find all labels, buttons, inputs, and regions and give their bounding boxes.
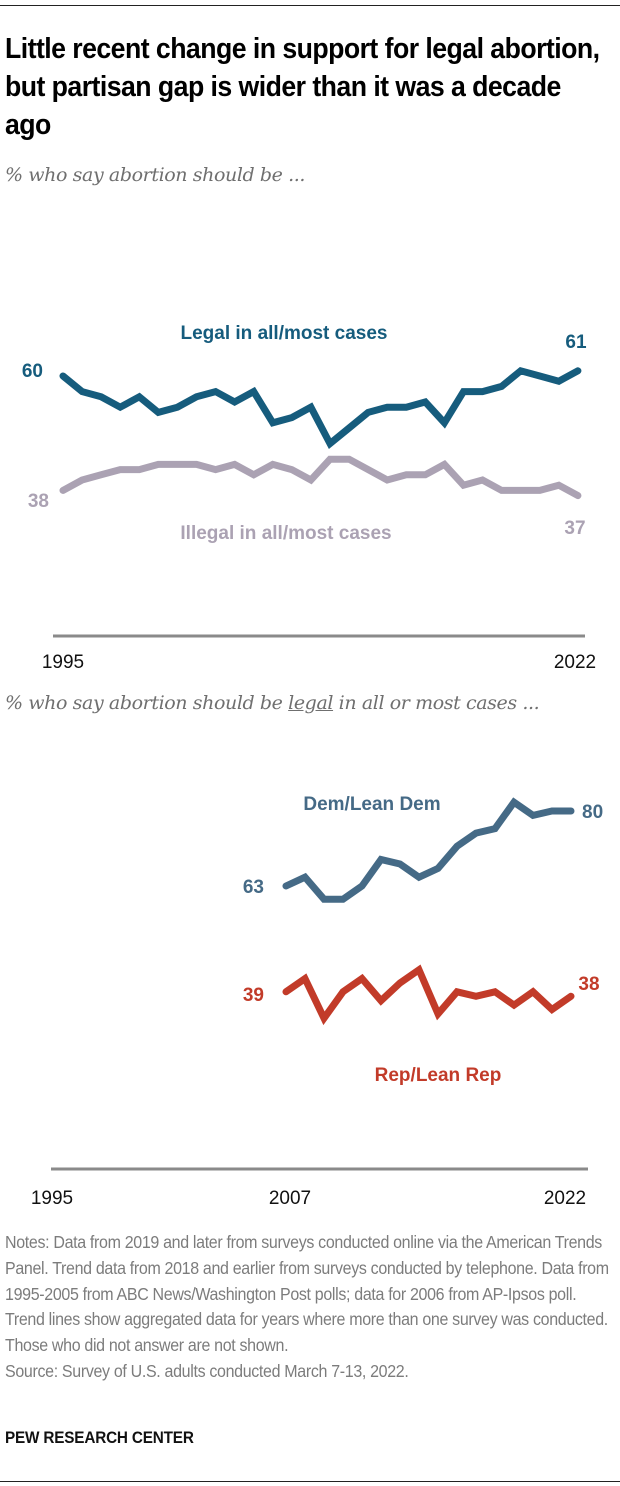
legal-series-label: Legal in all/most cases (181, 323, 388, 344)
rep-start-label: 39 (243, 985, 264, 1006)
bottom-line-dem-lean-dem (282, 797, 575, 903)
top-rule (0, 5, 620, 6)
notes-text: Notes: Data from 2019 and later from sur… (5, 1232, 609, 1356)
legal-start-label: 60 (22, 361, 43, 382)
top-x-tick-label: 1995 (42, 652, 84, 673)
chart-title: Little recent change in support for lega… (5, 33, 600, 141)
top-line-legal-in-all-most-cases (59, 366, 582, 450)
source-text: Source: Survey of U.S. adults conducted … (5, 1360, 409, 1381)
bottom-chart-subtitle: % who say abortion should be legal in al… (5, 688, 565, 718)
rep-series-label: Rep/Lean Rep (375, 1065, 502, 1086)
top-chart-subtitle: % who say abortion should be ... (5, 164, 306, 186)
bottom-x-tick-label: 1995 (31, 1188, 73, 1209)
dem-end-label: 80 (582, 802, 603, 823)
subtitle-text: in all or most cases ... (333, 692, 540, 714)
illegal-end-label: 37 (564, 518, 585, 539)
top-x-tick-label: 2022 (554, 652, 596, 673)
pew-research-center-logo: PEW RESEARCH CENTER (5, 1428, 194, 1447)
bottom-rule (0, 1481, 620, 1482)
bottom-x-tick-label: 2022 (544, 1188, 586, 1209)
bottom-line-rep-lean-rep (282, 964, 575, 1026)
legal-end-label: 61 (565, 332, 587, 353)
dem-start-label: 63 (243, 877, 264, 898)
bottom-x-tick-label: 2007 (269, 1188, 311, 1209)
illegal-start-label: 38 (28, 491, 49, 512)
bottom-line-chart: 1995 2007 2022 Dem/Lean Dem Rep/Lean Rep… (31, 794, 603, 1209)
subtitle-emphasis: legal (288, 692, 334, 714)
rep-end-label: 38 (578, 974, 599, 995)
illegal-series-label: Illegal in all/most cases (180, 523, 391, 544)
subtitle-text: % who say abortion should be (5, 692, 289, 714)
top-line-chart: 1995 2022 Legal in all/most cases Illega… (22, 323, 596, 673)
top-line-illegal-in-all-most-cases (59, 455, 582, 500)
chart-notes: Notes: Data from 2019 and later from sur… (5, 1230, 619, 1385)
dem-series-label: Dem/Lean Dem (303, 794, 440, 815)
